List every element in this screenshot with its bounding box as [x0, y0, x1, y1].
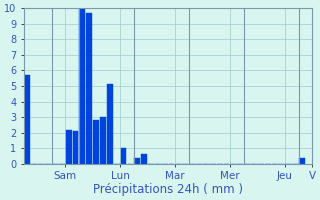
Bar — [79, 8, 85, 164]
Bar — [25, 75, 30, 164]
Bar — [73, 131, 78, 164]
Bar — [141, 154, 147, 164]
Bar — [86, 13, 92, 164]
Bar — [93, 120, 99, 164]
X-axis label: Précipitations 24h ( mm ): Précipitations 24h ( mm ) — [93, 183, 243, 196]
Bar — [66, 130, 72, 164]
Bar — [134, 158, 140, 164]
Bar — [299, 158, 305, 164]
Bar — [121, 148, 126, 164]
Bar — [100, 117, 106, 164]
Bar — [107, 84, 113, 164]
